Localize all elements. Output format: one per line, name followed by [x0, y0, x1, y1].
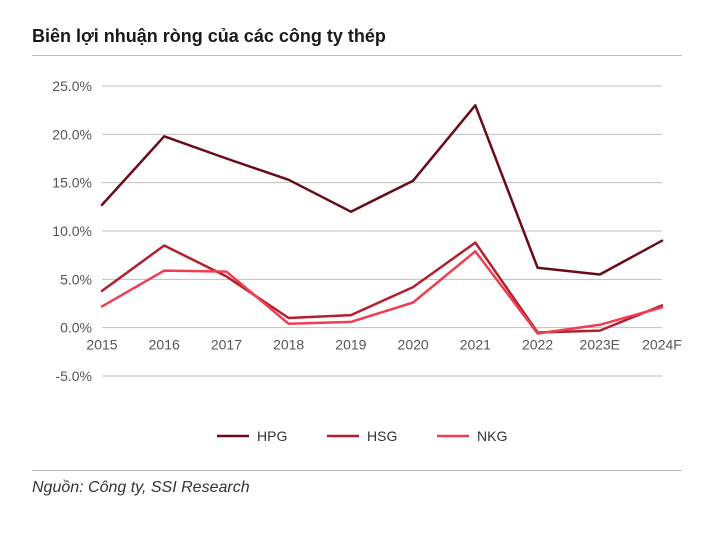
line-chart: -5.0% 0.0% 5.0% 10.0% 15.0% 20.0% 25.0% 2015 201… [32, 56, 682, 456]
svg-text:15.0%: 15.0% [52, 175, 92, 191]
chart-title: Biên lợi nhuận ròng của các công ty thép [32, 26, 682, 47]
svg-text:2015: 2015 [86, 337, 117, 353]
svg-text:2018: 2018 [273, 337, 304, 353]
chart-card: Biên lợi nhuận ròng của các công ty thép… [0, 0, 714, 551]
svg-text:HSG: HSG [367, 428, 397, 444]
svg-text:2020: 2020 [398, 337, 429, 353]
svg-text:5.0%: 5.0% [60, 271, 92, 287]
svg-text:2022: 2022 [522, 337, 553, 353]
svg-text:20.0%: 20.0% [52, 126, 92, 142]
svg-text:0.0%: 0.0% [60, 320, 92, 336]
svg-text:2019: 2019 [335, 337, 366, 353]
svg-text:-5.0%: -5.0% [55, 368, 92, 384]
svg-text:2023E: 2023E [580, 337, 620, 353]
svg-text:25.0%: 25.0% [52, 78, 92, 94]
svg-text:2024F: 2024F [642, 337, 682, 353]
svg-text:2017: 2017 [211, 337, 242, 353]
svg-text:10.0%: 10.0% [52, 223, 92, 239]
svg-text:2016: 2016 [149, 337, 180, 353]
svg-text:HPG: HPG [257, 428, 287, 444]
chart-source: Nguồn: Công ty, SSI Research [32, 479, 682, 497]
svg-text:2021: 2021 [460, 337, 491, 353]
svg-text:NKG: NKG [477, 428, 507, 444]
divider-bottom [32, 470, 682, 471]
chart-svg: -5.0% 0.0% 5.0% 10.0% 15.0% 20.0% 25.0% 2015 201… [32, 56, 682, 456]
